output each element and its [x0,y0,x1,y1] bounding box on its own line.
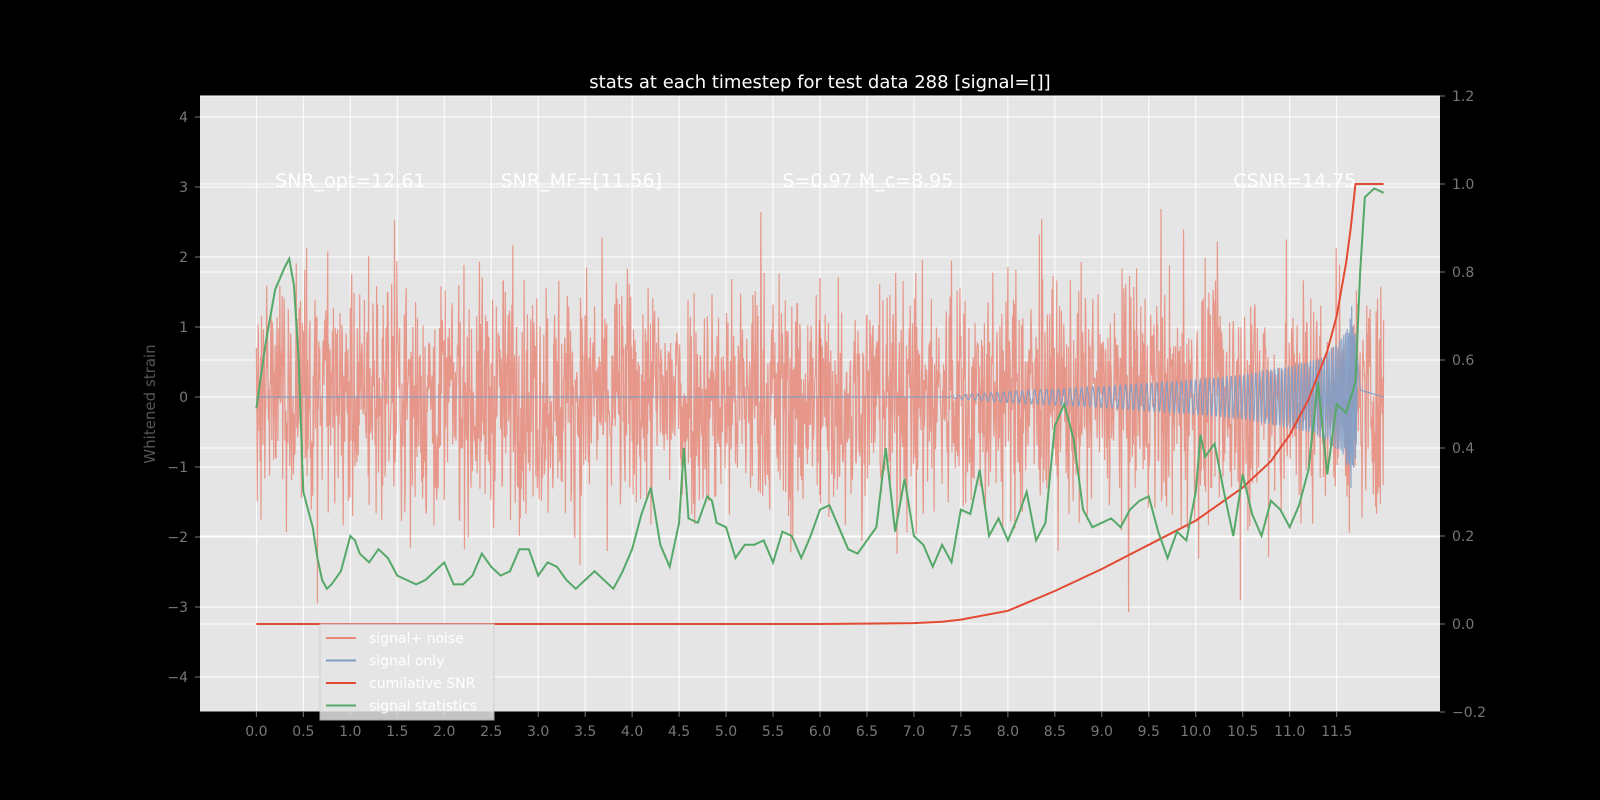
legend-label: signal statistics [369,699,477,715]
x-tick-label: 5.5 [762,724,784,740]
series-cumulative-snr [256,183,1384,625]
y-right-tick-label: 0.6 [1452,353,1474,369]
y-right-tick-label: 1.2 [1452,89,1474,105]
annotation-text: SNR_MF=[11.56] [501,170,662,192]
y-right-tick-label: −0.2 [1452,705,1486,721]
x-tick-label: 0.5 [292,724,314,740]
x-tick-label: 7.5 [950,724,972,740]
x-tick-label: 7.0 [903,724,925,740]
x-tick-label: 5.0 [715,724,737,740]
cumulative-snr-line [256,183,1384,625]
y-right-tick-label: 0.4 [1452,441,1474,457]
y-axis-right: 1.2 1.0 0.8 0.6 0.4 0.2 0.0 −0.2 [1440,89,1486,721]
x-tick-label: 10.5 [1227,724,1258,740]
y-right-tick-label: 1.0 [1452,177,1474,193]
x-tick-label: 1.5 [386,724,408,740]
x-tick-label: 9.0 [1091,724,1113,740]
legend-box [319,623,495,721]
x-tick-label: 9.5 [1138,724,1160,740]
x-tick-label: 6.0 [809,724,831,740]
annotation-text: SNR_opt=12.61 [275,170,425,192]
y-axis-label: Whitened strain [141,344,159,463]
legend-label: signal+ noise [369,631,464,647]
legend-label: cumilative SNR [369,676,476,692]
x-tick-label: 8.0 [997,724,1019,740]
y-axis-left: 4 3 2 1 0 −1 −2 −3 −4 [167,110,200,686]
x-tick-label: 4.0 [621,724,643,740]
legend-label: signal only [369,654,444,670]
y-tick-label: 1 [179,320,188,336]
x-tick-label: 4.5 [668,724,690,740]
x-tick-label: 6.5 [856,724,878,740]
y-tick-label: 2 [179,250,188,266]
annotations: SNR_opt=12.61 SNR_MF=[11.56] S=0.97 M_c=8.… [275,170,1356,192]
x-tick-label: 2.0 [433,724,455,740]
y-tick-label: −2 [167,530,188,546]
x-tick-label: 2.5 [480,724,502,740]
x-tick-label: 8.5 [1044,724,1066,740]
annotation-text: S=0.97 M_c=8.95 [782,170,953,192]
y-tick-label: 0 [179,390,188,406]
y-tick-label: 3 [179,180,188,196]
x-tick-label: 3.5 [574,724,596,740]
y-right-tick-label: 0.8 [1452,265,1474,281]
chart-title: stats at each timestep for test data 288… [589,72,1050,93]
y-right-tick-label: 0.2 [1452,529,1474,545]
x-tick-label: 3.0 [527,724,549,740]
y-tick-label: −4 [167,670,188,686]
legend: signal+ noise signal only cumilative SNR si… [319,623,495,721]
x-tick-label: 11.5 [1321,724,1352,740]
y-tick-label: −3 [167,600,188,616]
annotation-text: CSNR=14.75 [1233,170,1356,192]
x-tick-label: 11.0 [1274,724,1305,740]
y-tick-label: −1 [167,460,188,476]
y-right-tick-label: 0.0 [1452,617,1474,633]
x-tick-label: 1.0 [339,724,361,740]
y-tick-label: 4 [179,110,188,126]
signal-statistics-line [255,187,1385,591]
x-tick-label: 10.0 [1180,724,1211,740]
series-signal-statistics [255,187,1385,591]
x-tick-label: 0.0 [245,724,267,740]
